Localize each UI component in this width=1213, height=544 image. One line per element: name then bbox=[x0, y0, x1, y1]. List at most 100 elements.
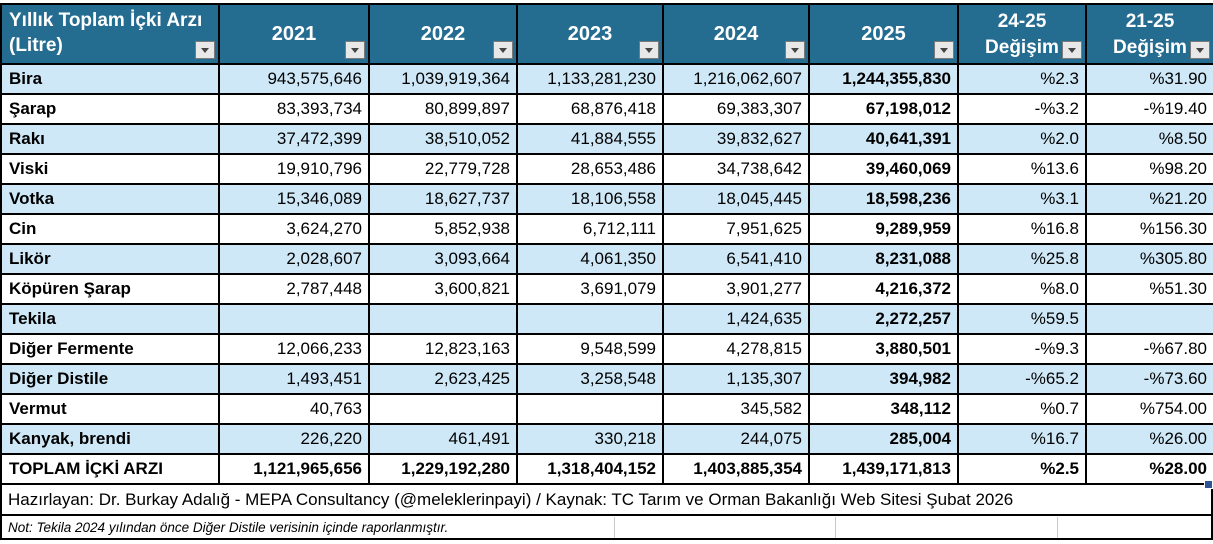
cell[interactable] bbox=[516, 303, 664, 335]
cell[interactable]: %8.50 bbox=[1085, 123, 1213, 155]
row-label[interactable]: Viski bbox=[0, 153, 220, 185]
cell[interactable]: 12,823,163 bbox=[368, 333, 518, 365]
cell[interactable]: 943,575,646 bbox=[218, 63, 370, 95]
cell[interactable]: %8.0 bbox=[957, 273, 1087, 305]
filter-dropdown-button[interactable] bbox=[785, 41, 805, 59]
cell[interactable]: 285,004 bbox=[808, 423, 959, 455]
row-label[interactable]: Cin bbox=[0, 213, 220, 245]
row-label[interactable]: TOPLAM İÇKİ ARZI bbox=[0, 453, 220, 485]
cell[interactable]: 1,039,919,364 bbox=[368, 63, 518, 95]
cell[interactable]: 1,424,635 bbox=[662, 303, 810, 335]
cell[interactable] bbox=[218, 303, 370, 335]
cell[interactable]: 2,787,448 bbox=[218, 273, 370, 305]
filter-dropdown-button[interactable] bbox=[934, 41, 954, 59]
cell[interactable]: -%65.2 bbox=[957, 363, 1087, 395]
cell[interactable]: 2,028,607 bbox=[218, 243, 370, 275]
cell[interactable]: 4,278,815 bbox=[662, 333, 810, 365]
cell[interactable]: 461,491 bbox=[368, 423, 518, 455]
cell[interactable]: 39,832,627 bbox=[662, 123, 810, 155]
cell[interactable]: 9,289,959 bbox=[808, 213, 959, 245]
cell[interactable]: 4,061,350 bbox=[516, 243, 664, 275]
filter-dropdown-button[interactable] bbox=[195, 41, 215, 59]
cell[interactable]: %16.7 bbox=[957, 423, 1087, 455]
cell[interactable]: 1,403,885,354 bbox=[662, 453, 810, 485]
cell[interactable]: 1,133,281,230 bbox=[516, 63, 664, 95]
cell[interactable]: %16.8 bbox=[957, 213, 1087, 245]
cell[interactable]: 6,541,410 bbox=[662, 243, 810, 275]
cell[interactable]: 8,231,088 bbox=[808, 243, 959, 275]
filter-dropdown-button[interactable] bbox=[345, 41, 365, 59]
row-label[interactable]: Rakı bbox=[0, 123, 220, 155]
cell[interactable]: 1,493,451 bbox=[218, 363, 370, 395]
cell[interactable]: 18,106,558 bbox=[516, 183, 664, 215]
cell[interactable]: 394,982 bbox=[808, 363, 959, 395]
cell[interactable]: -%3.2 bbox=[957, 93, 1087, 125]
filter-dropdown-button[interactable] bbox=[1190, 41, 1210, 59]
cell[interactable]: -%9.3 bbox=[957, 333, 1087, 365]
corner-header-cell[interactable]: Yıllık Toplam İçki Arzı (Litre) bbox=[0, 3, 220, 65]
cell[interactable]: 28,653,486 bbox=[516, 153, 664, 185]
cell[interactable]: %98.20 bbox=[1085, 153, 1213, 185]
cell[interactable]: 22,779,728 bbox=[368, 153, 518, 185]
row-label[interactable]: Kanyak, brendi bbox=[0, 423, 220, 455]
cell[interactable]: 18,627,737 bbox=[368, 183, 518, 215]
row-label[interactable]: Votka bbox=[0, 183, 220, 215]
cell[interactable]: 69,383,307 bbox=[662, 93, 810, 125]
row-label[interactable]: Bira bbox=[0, 63, 220, 95]
cell[interactable]: 67,198,012 bbox=[808, 93, 959, 125]
filter-dropdown-button[interactable] bbox=[1062, 41, 1082, 59]
cell[interactable]: %13.6 bbox=[957, 153, 1087, 185]
cell[interactable]: -%73.60 bbox=[1085, 363, 1213, 395]
cell[interactable]: 9,548,599 bbox=[516, 333, 664, 365]
cell[interactable]: 38,510,052 bbox=[368, 123, 518, 155]
cell[interactable]: 34,738,642 bbox=[662, 153, 810, 185]
cell[interactable]: %3.1 bbox=[957, 183, 1087, 215]
cell[interactable]: %51.30 bbox=[1085, 273, 1213, 305]
cell[interactable]: %28.00 bbox=[1085, 453, 1213, 485]
cell[interactable]: 68,876,418 bbox=[516, 93, 664, 125]
column-header-2024[interactable]: 2024 bbox=[662, 3, 810, 65]
cell[interactable]: 12,066,233 bbox=[218, 333, 370, 365]
cell[interactable]: %2.0 bbox=[957, 123, 1087, 155]
cell[interactable]: %0.7 bbox=[957, 393, 1087, 425]
cell[interactable] bbox=[1085, 303, 1213, 335]
cell[interactable]: 3,624,270 bbox=[218, 213, 370, 245]
cell[interactable]: 244,075 bbox=[662, 423, 810, 455]
cell[interactable]: 348,112 bbox=[808, 393, 959, 425]
cell[interactable]: 40,763 bbox=[218, 393, 370, 425]
column-header-2021[interactable]: 2021 bbox=[218, 3, 370, 65]
cell[interactable]: 37,472,399 bbox=[218, 123, 370, 155]
filter-dropdown-button[interactable] bbox=[639, 41, 659, 59]
row-label[interactable]: Likör bbox=[0, 243, 220, 275]
cell[interactable]: 6,712,111 bbox=[516, 213, 664, 245]
cell[interactable]: 19,910,796 bbox=[218, 153, 370, 185]
cell[interactable] bbox=[368, 393, 518, 425]
cell[interactable]: 80,899,897 bbox=[368, 93, 518, 125]
cell[interactable]: 1,229,192,280 bbox=[368, 453, 518, 485]
cell[interactable]: 3,880,501 bbox=[808, 333, 959, 365]
cell[interactable]: 3,093,664 bbox=[368, 243, 518, 275]
cell[interactable]: 1,216,062,607 bbox=[662, 63, 810, 95]
row-label[interactable]: Diğer Fermente bbox=[0, 333, 220, 365]
cell[interactable]: 1,318,404,152 bbox=[516, 453, 664, 485]
cell[interactable]: 1,135,307 bbox=[662, 363, 810, 395]
cell[interactable]: 2,623,425 bbox=[368, 363, 518, 395]
cell[interactable] bbox=[368, 303, 518, 335]
column-header-24-25-degisim[interactable]: 24-25 Değişim bbox=[957, 3, 1087, 65]
cell[interactable]: 18,045,445 bbox=[662, 183, 810, 215]
cell[interactable]: 345,582 bbox=[662, 393, 810, 425]
cell[interactable]: 15,346,089 bbox=[218, 183, 370, 215]
row-label[interactable]: Vermut bbox=[0, 393, 220, 425]
cell[interactable]: %59.5 bbox=[957, 303, 1087, 335]
cell[interactable]: 40,641,391 bbox=[808, 123, 959, 155]
cell[interactable]: 7,951,625 bbox=[662, 213, 810, 245]
row-label[interactable]: Köpüren Şarap bbox=[0, 273, 220, 305]
cell[interactable]: 18,598,236 bbox=[808, 183, 959, 215]
cell[interactable]: 3,901,277 bbox=[662, 273, 810, 305]
cell[interactable]: %754.00 bbox=[1085, 393, 1213, 425]
cell[interactable]: 226,220 bbox=[218, 423, 370, 455]
cell[interactable]: 3,691,079 bbox=[516, 273, 664, 305]
column-header-2025[interactable]: 2025 bbox=[808, 3, 959, 65]
cell[interactable]: 5,852,938 bbox=[368, 213, 518, 245]
cell[interactable]: 330,218 bbox=[516, 423, 664, 455]
